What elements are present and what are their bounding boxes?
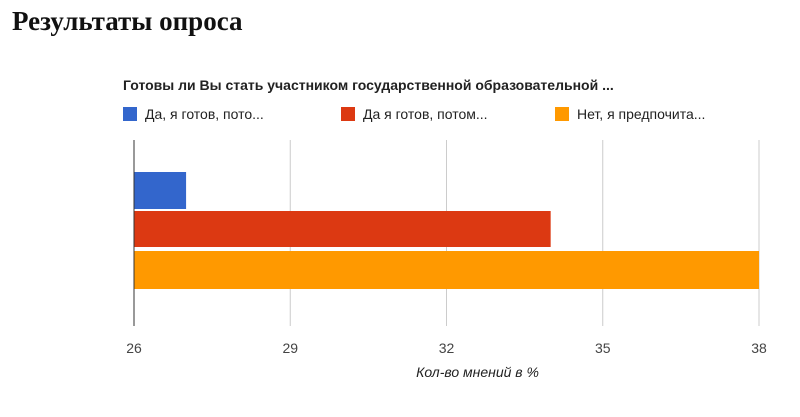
legend-item[interactable]: Нет, я предпочита... (555, 106, 705, 122)
legend-item[interactable]: Да я готов, потом... (341, 106, 488, 122)
x-tick-label: 32 (439, 340, 455, 356)
bar (134, 172, 187, 209)
legend-swatch (123, 107, 137, 121)
legend-swatch (341, 107, 355, 121)
bar (134, 211, 551, 247)
x-tick-label: 38 (751, 340, 767, 356)
x-tick-label: 29 (282, 340, 298, 356)
legend-swatch (555, 107, 569, 121)
legend-label: Да, я готов, пото... (145, 106, 264, 122)
x-tick-label: 26 (126, 340, 142, 356)
bar (134, 251, 759, 289)
x-axis-label: Кол-во мнений в % (416, 364, 539, 380)
legend-label: Да я готов, потом... (363, 106, 488, 122)
legend-item[interactable]: Да, я готов, пото... (123, 106, 264, 122)
page-title: Результаты опроса (12, 6, 243, 36)
legend-label: Нет, я предпочита... (577, 106, 706, 122)
chart-title: Готовы ли Вы стать участником государств… (123, 77, 614, 93)
x-tick-label: 35 (595, 340, 611, 356)
